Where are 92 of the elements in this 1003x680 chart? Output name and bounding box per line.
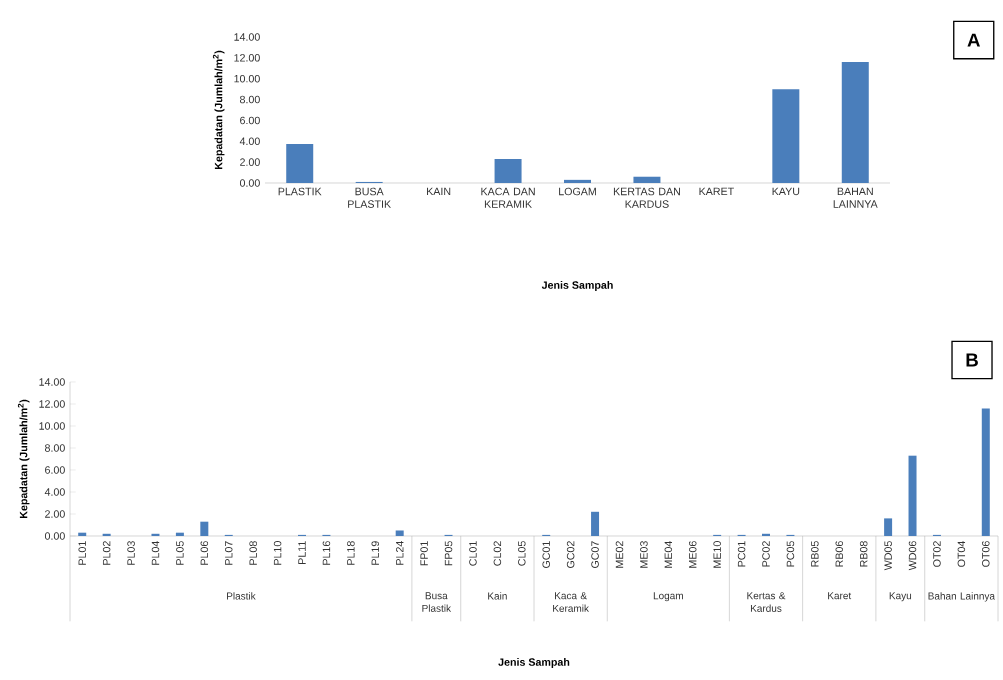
- y-axis-title: Kepadatan (Jumlah/m$^{2}$): [17, 399, 30, 519]
- text: Logam: [653, 592, 683, 602]
- text: Kain: [488, 592, 507, 600]
- x-tick-label: ME04: [664, 541, 673, 568]
- bar: [494, 159, 522, 183]
- x-axis-title: Jenis Sampah: [541, 281, 613, 291]
- x-tick-label: PL19: [371, 541, 380, 565]
- x-tick-label: PC05: [786, 541, 795, 567]
- x-tick-label: KAYU: [772, 187, 800, 196]
- x-tick-label: PL07: [224, 541, 233, 565]
- y-tick-label: 4.00: [239, 137, 260, 146]
- text: Karet: [828, 592, 852, 600]
- x-tick-label: LOGAM: [559, 187, 596, 196]
- x-tick-label: PL24: [395, 541, 404, 565]
- y-tick-label: 10.00: [234, 74, 260, 83]
- bar: [564, 179, 591, 183]
- x-tick-label: WD05: [884, 541, 892, 571]
- x-tick-label: RB06: [835, 541, 844, 567]
- y-tick-label: 2.00: [240, 158, 260, 166]
- x-tick-label: ME06: [688, 541, 697, 568]
- bar: [175, 532, 184, 536]
- x-tick-label: WD06: [908, 541, 917, 571]
- x-tick-label: KAIN: [427, 187, 451, 196]
- x-tick-label: ME03: [640, 541, 648, 568]
- y-tick-label: 2.00: [45, 510, 65, 518]
- y-tick-label: 4.00: [44, 488, 65, 496]
- bar: [884, 518, 893, 536]
- x-tick-label: PL02: [102, 541, 111, 565]
- x-tick-label: PL10: [273, 541, 282, 565]
- bar: [200, 521, 209, 536]
- bar: [772, 89, 800, 183]
- bar: [395, 530, 404, 536]
- bar: [981, 408, 990, 536]
- y-tick-label: 14.00: [234, 33, 260, 41]
- bar: [591, 511, 600, 536]
- x-tick-label: OT04: [957, 541, 966, 567]
- x-tick-label: PC01: [737, 541, 746, 567]
- y-tick-label: 0.00: [44, 532, 65, 540]
- x-tick-label: PL01: [78, 541, 86, 565]
- bar: [841, 62, 869, 183]
- y-tick-label: 8.00: [45, 444, 65, 452]
- x-tick-label: CL01: [469, 541, 477, 566]
- x-tick-label: ME02: [615, 541, 624, 568]
- text: Kertas & Kardus: [747, 592, 786, 612]
- x-tick-label: KARET: [699, 187, 734, 196]
- x-tick-label: RB08: [859, 541, 868, 567]
- x-tick-label: CL05: [518, 541, 526, 566]
- y-tick-label: 6.00: [240, 116, 260, 125]
- x-tick-label: GC07: [591, 541, 599, 569]
- x-tick-label: OT06: [982, 541, 990, 567]
- y-axis-title: Kepadatan (Jumlah/m$^{2}$): [212, 50, 225, 170]
- x-tick-label: BUSA PLASTIK: [348, 187, 391, 208]
- y-tick-label: 0.00: [239, 179, 260, 187]
- bar: [908, 455, 917, 536]
- x-tick-label: OT02: [933, 541, 941, 567]
- x-tick-label: PL16: [322, 541, 331, 565]
- x-tick-label: KERTAS DAN KARDUS: [613, 187, 680, 208]
- text: Busa Plastik: [422, 592, 452, 612]
- x-tick-label: PLASTIK: [278, 187, 322, 196]
- x-tick-label: PL08: [249, 541, 257, 565]
- x-tick-label: ME10: [713, 541, 721, 568]
- x-tick-label: PL04: [151, 541, 160, 565]
- x-tick-label: FP01: [420, 541, 428, 566]
- x-tick-label: GC02: [566, 541, 575, 569]
- x-tick-label: PL18: [347, 541, 355, 565]
- text: A: [967, 33, 980, 47]
- bar: [286, 143, 314, 183]
- x-tick-label: PC02: [762, 541, 770, 567]
- x-tick-label: PL06: [200, 541, 209, 565]
- text: Bahan Lainnya: [928, 592, 995, 602]
- x-tick-label: RB05: [811, 541, 819, 567]
- y-tick-label: 8.00: [240, 95, 260, 104]
- x-tick-label: BAHAN LAINNYA: [833, 187, 878, 208]
- y-tick-label: 12.00: [234, 54, 260, 62]
- text: Kaca & Keramik: [553, 592, 589, 612]
- x-tick-label: FP05: [444, 541, 453, 566]
- text: B: [966, 353, 978, 367]
- text: Plastik: [227, 592, 256, 600]
- x-tick-label: PL05: [176, 541, 184, 565]
- y-tick-label: 6.00: [45, 466, 65, 474]
- bar: [78, 532, 87, 536]
- text: Kayu: [889, 592, 912, 602]
- x-tick-label: PL11: [298, 541, 306, 564]
- y-tick-label: 12.00: [39, 400, 65, 408]
- x-tick-label: PL03: [127, 541, 135, 565]
- x-tick-label: CL02: [493, 541, 502, 566]
- y-tick-label: 10.00: [39, 422, 65, 430]
- y-tick-label: 14.00: [39, 378, 65, 386]
- x-tick-label: KACA DAN KERAMIK: [481, 187, 535, 208]
- x-tick-label: GC01: [542, 541, 550, 569]
- x-axis-title: Jenis Sampah: [498, 658, 570, 668]
- bar: [633, 176, 661, 183]
